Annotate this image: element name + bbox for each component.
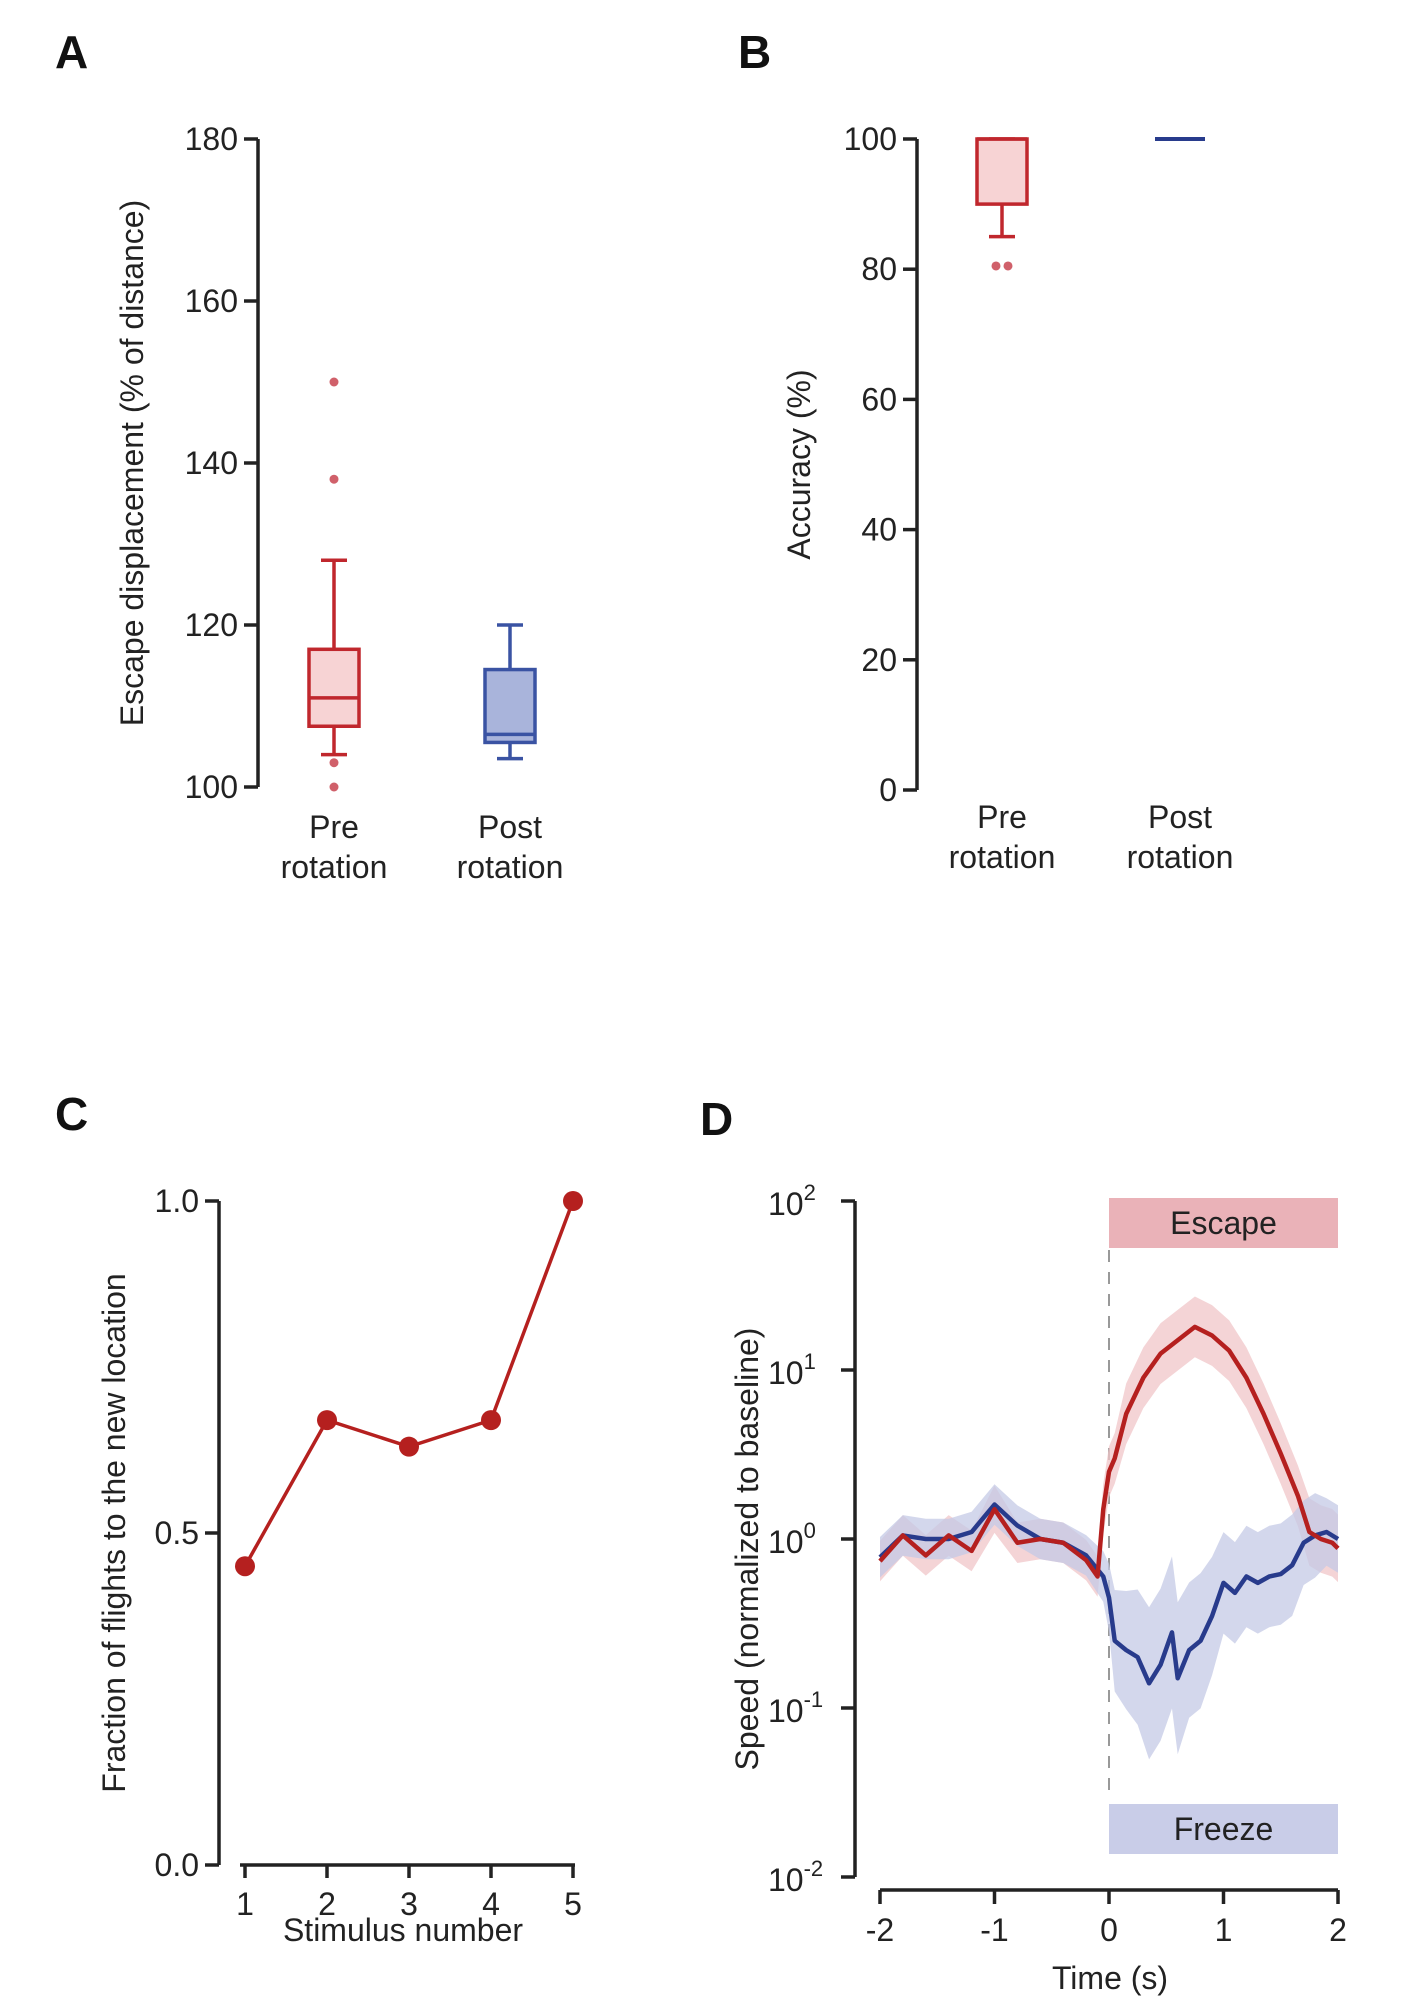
panel-a-box-chart: 100 120 140 160 180 Escape displacement (% of… [114,121,563,885]
panel-d-band-freeze [880,1484,1338,1760]
panel-b-outlier [991,261,1001,271]
panel-c-point [317,1410,337,1431]
panel-c-x-tick-label: 3 [400,1886,418,1922]
panel-d-y-axis-label: Speed (normalized to baseline) [729,1328,765,1771]
panel-c-label: C [55,1088,88,1140]
panel-a-box [307,647,361,728]
panel-d-y-tick-base: 10 [768,1186,804,1222]
panel-d-line-freeze [878,1502,1340,1686]
panel-b-box [975,137,1029,206]
panel-c-x-axis-label: Stimulus number [283,1912,523,1948]
panel-d-y-tick-exponent: 1 [804,1349,816,1374]
panel-b-y-tick-label: 20 [861,642,897,678]
panel-a-outlier [329,474,339,484]
panel-d-y-tick-base: 10 [768,1862,804,1898]
panel-d-freeze-label: Freeze [1174,1811,1274,1847]
panel-b-y-tick-label: 80 [861,251,897,287]
panel-c-line-chart: 0.0 0.5 1.0 1 2 3 4 5 Stimulus number Fraction of… [96,1183,583,1948]
panel-a-y-tick-label: 160 [185,283,238,319]
panel-a-y-tick-label: 180 [185,121,238,157]
panel-c-series-line [243,1200,575,1568]
panel-a-label: A [55,26,88,78]
panel-b-box-chart: 0 20 40 60 80 100 Accuracy (%) Pre rotation Post r… [781,121,1233,875]
panel-a-category-label-line1: Pre [309,809,359,845]
panel-a-y-tick-label: 120 [185,607,238,643]
panel-d-y-tick-label: 10-1 [768,1687,823,1729]
panel-d-y-tick-base: 10 [768,1693,804,1729]
panel-c-point [481,1410,501,1431]
panel-d-y-tick-exponent: 2 [804,1180,816,1205]
panel-d-y-tick-label: 102 [768,1180,816,1222]
panel-b-y-tick-label: 0 [879,772,897,808]
panel-d-y-tick-base: 10 [768,1524,804,1560]
panel-c-point [399,1436,419,1457]
panel-a-y-tick-label: 100 [185,769,238,805]
panel-d-escape-bar [1109,1198,1338,1248]
panel-a-outlier [329,782,339,792]
panel-d-line-escape [878,1324,1340,1579]
panel-d-x-tick-label: 2 [1329,1912,1347,1948]
panel-c-y-tick-label: 1.0 [155,1183,199,1219]
panel-b-y-tick-label: 40 [861,512,897,548]
panel-d-escape-label: Escape [1170,1205,1277,1241]
panel-a-outlier [329,758,339,768]
panel-c-y-axis-label: Fraction of flights to the new location [96,1273,132,1792]
panel-b-category-label-line1: Post [1148,799,1212,835]
panel-c-x-tick-label: 1 [236,1886,254,1922]
panel-b-category-label-line2: rotation [949,839,1056,875]
panel-d-y-tick-exponent: 0 [804,1518,816,1543]
panel-d-freeze-bar [1109,1804,1338,1854]
panel-b-label: B [738,26,771,78]
panel-d-y-tick-label: 10-2 [768,1856,823,1898]
panel-d-x-tick-label: -1 [980,1912,1008,1948]
panel-a-category-label-line2: rotation [281,849,388,885]
panel-a-y-tick-label: 140 [185,445,238,481]
panel-c-x-tick-label: 5 [564,1886,582,1922]
panel-c-point [235,1556,255,1577]
panel-a-outlier [329,377,339,387]
panel-a-category-label-line1: Post [478,809,542,845]
panel-a-y-axis-label: Escape displacement (% of distance) [114,200,150,726]
panel-c-x-tick-label: 4 [482,1886,500,1922]
panel-b-y-tick-label: 60 [861,381,897,417]
panel-c-point [563,1191,583,1211]
panel-b-y-axis-label: Accuracy (%) [781,369,817,559]
panel-c-y-tick-label: 0.0 [155,1847,199,1883]
panel-a-category-label-line2: rotation [457,849,564,885]
panel-d-x-tick-label: 0 [1100,1912,1118,1948]
panel-b-category-label-line2: rotation [1127,839,1234,875]
panel-d-y-tick-exponent: -2 [804,1856,824,1881]
panel-d-y-tick-label: 101 [768,1349,816,1391]
panel-d-x-tick-label: 1 [1215,1912,1233,1948]
panel-d-y-tick-exponent: -1 [804,1687,824,1712]
panel-b-category-label-line1: Pre [977,799,1027,835]
panel-b-outlier [1003,261,1013,271]
panel-d-y-tick-base: 10 [768,1355,804,1391]
panel-d-label: D [700,1093,733,1145]
panel-d-x-axis-label: Time (s) [1052,1960,1168,1996]
panel-c-y-tick-label: 0.5 [155,1515,199,1551]
panel-b-y-tick-label: 100 [844,121,897,157]
panel-d-x-tick-label: -2 [866,1912,894,1948]
panel-a-box [483,667,537,745]
panel-d-y-tick-label: 100 [768,1518,816,1560]
panel-c-x-tick-label: 2 [318,1886,336,1922]
